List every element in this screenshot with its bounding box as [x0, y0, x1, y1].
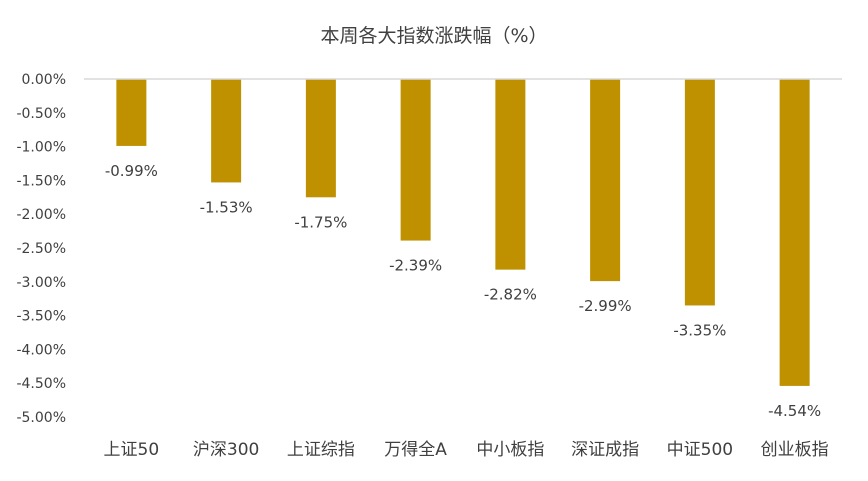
data-labels-group: -0.99% -1.53% -1.75% -2.39% -2.82% -2.99% -3.3…	[105, 162, 821, 420]
bar-5	[495, 79, 526, 270]
x-axis: 上证50 沪深300 上证综指 万得全A 中小板指 深证成指 中证500 创业板指	[104, 440, 829, 460]
x-tick-label-5: 中小板指	[476, 440, 544, 460]
bar-4	[400, 79, 431, 241]
x-tick-label-2: 沪深300	[193, 440, 259, 460]
data-label-1: -0.99%	[105, 162, 158, 180]
y-tick-label: 0.00%	[22, 72, 66, 88]
x-tick-label-7: 中证500	[667, 440, 733, 460]
y-tick-label: -4.00%	[16, 342, 66, 358]
bar-1	[116, 79, 147, 146]
y-tick-label: -3.50%	[16, 309, 66, 325]
y-tick-label: -4.50%	[16, 376, 66, 392]
y-tick-label: -1.50%	[16, 173, 66, 189]
x-tick-label-8: 创业板指	[761, 440, 829, 460]
data-label-3: -1.75%	[294, 213, 347, 231]
x-tick-label-6: 深证成指	[571, 440, 639, 460]
data-label-8: -4.54%	[768, 402, 821, 420]
data-label-2: -1.53%	[200, 198, 253, 216]
data-label-6: -2.99%	[579, 297, 632, 315]
bar-2	[211, 79, 242, 183]
data-label-5: -2.82%	[484, 286, 537, 304]
data-label-7: -3.35%	[673, 321, 726, 339]
y-tick-label: -3.00%	[16, 275, 66, 291]
bar-3	[305, 79, 336, 198]
data-label-4: -2.39%	[389, 257, 442, 275]
x-tick-label-3: 上证综指	[287, 440, 355, 460]
x-tick-label-1: 上证50	[104, 440, 160, 460]
y-axis: 0.00% -0.50% -1.00% -1.50% -2.00% -2.50% -3.00…	[16, 72, 66, 426]
bar-8	[779, 79, 810, 386]
y-tick-label: -2.00%	[16, 207, 66, 223]
chart-title: 本周各大指数涨跌幅（%）	[320, 25, 547, 47]
y-tick-label: -2.50%	[16, 241, 66, 257]
x-tick-label-4: 万得全A	[384, 440, 447, 460]
bar-6	[590, 79, 621, 282]
y-tick-label: -5.00%	[16, 410, 66, 426]
y-tick-label: -1.00%	[16, 140, 66, 156]
bars-group	[116, 79, 810, 386]
bar-7	[684, 79, 715, 306]
y-tick-label: -0.50%	[16, 106, 66, 122]
